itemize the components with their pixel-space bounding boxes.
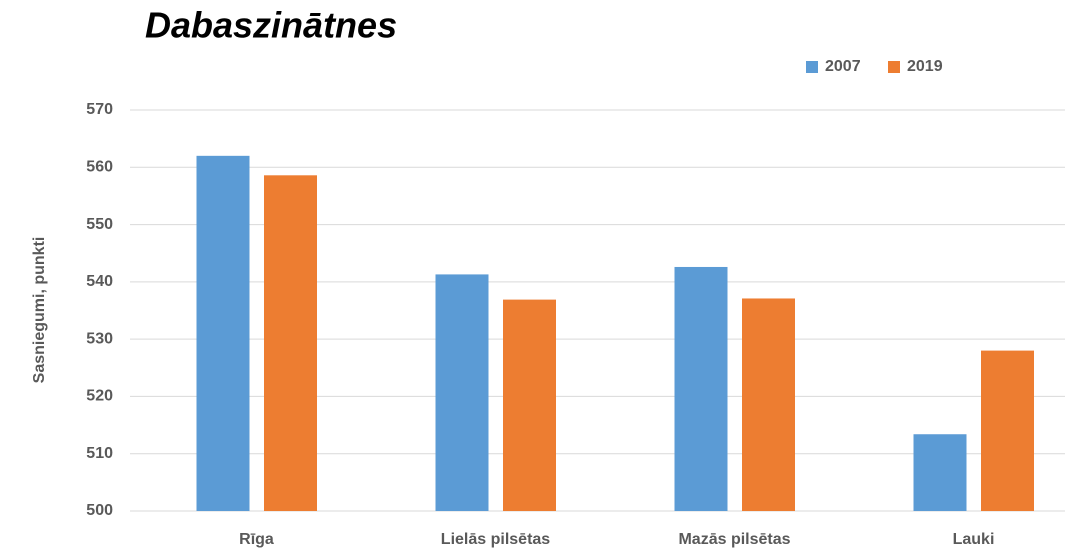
bar <box>913 434 967 511</box>
bar <box>435 274 489 511</box>
x-tick-label: Rīga <box>239 531 274 548</box>
y-axis-label: Sasniegumi, punkti <box>31 237 48 384</box>
bar <box>981 350 1034 511</box>
x-tick-label: Mazās pilsētas <box>678 531 790 548</box>
y-tick-label: 560 <box>86 159 113 176</box>
bar <box>503 299 556 511</box>
legend-swatch <box>888 61 900 73</box>
y-tick-label: 500 <box>86 502 113 519</box>
x-tick-label: Lauki <box>953 531 995 548</box>
y-tick-label: 530 <box>86 330 113 347</box>
y-tick-label: 520 <box>86 388 113 405</box>
bar <box>196 155 250 512</box>
y-tick-label: 510 <box>86 445 113 462</box>
legend-label: 2019 <box>907 58 943 75</box>
legend-label: 2007 <box>825 58 861 75</box>
chart-title: Dabaszinātnes <box>145 5 397 46</box>
bar <box>742 298 795 511</box>
x-tick-label: Lielās pilsētas <box>441 531 550 548</box>
bar <box>264 175 317 511</box>
legend-swatch <box>806 61 818 73</box>
bar <box>674 266 728 511</box>
y-tick-label: 540 <box>86 273 113 290</box>
y-tick-label: 550 <box>86 216 113 233</box>
y-tick-label: 570 <box>86 101 113 118</box>
